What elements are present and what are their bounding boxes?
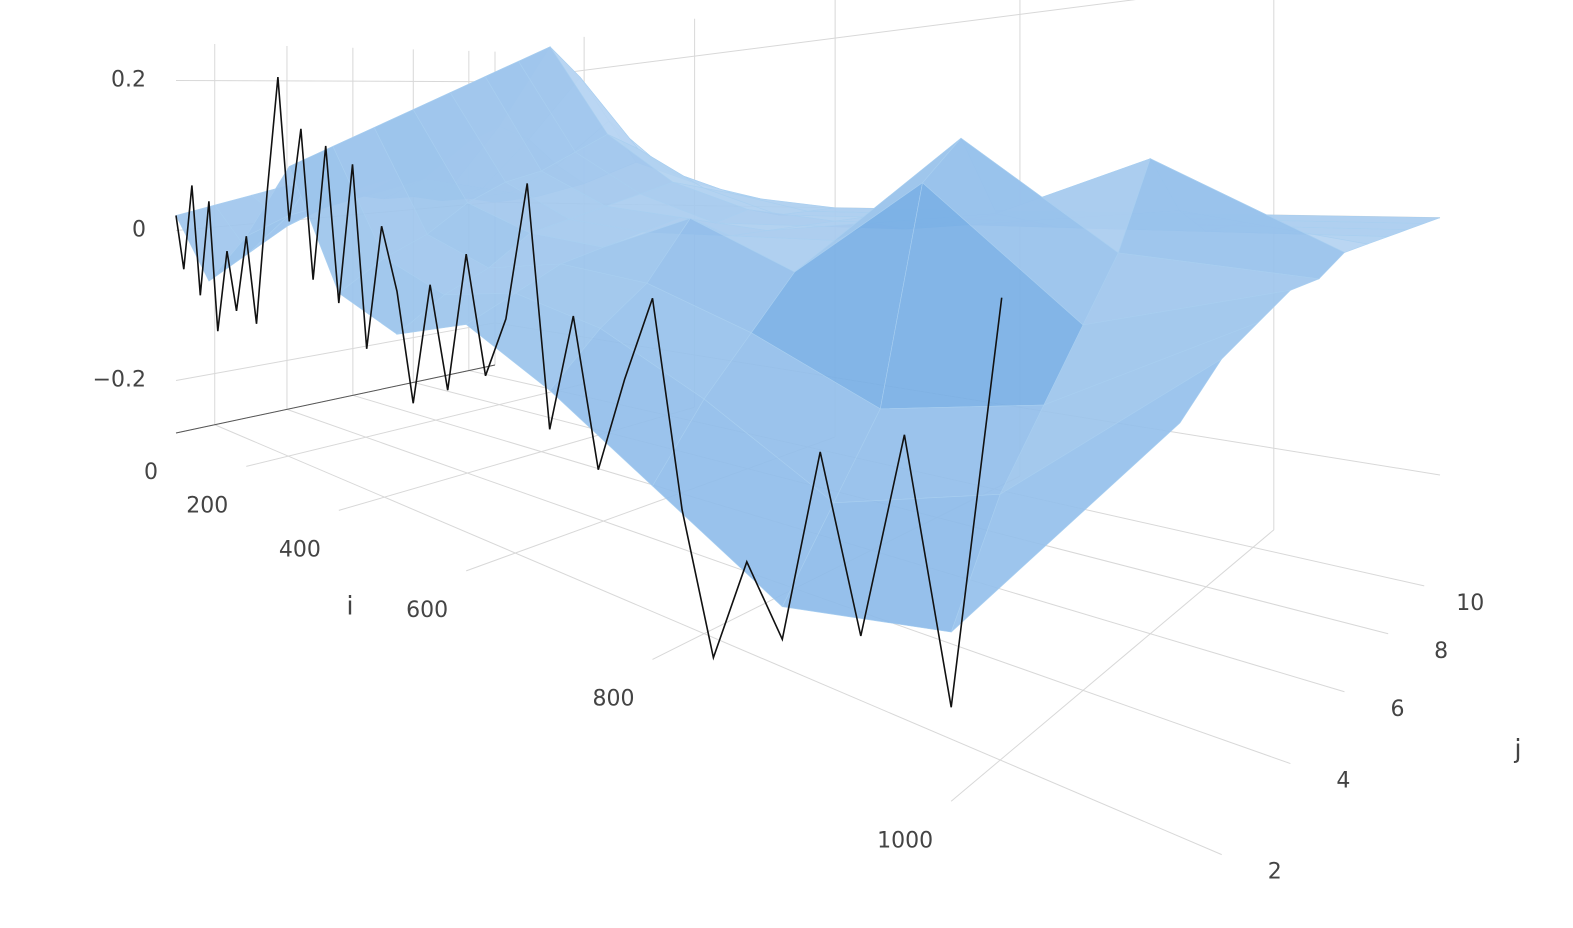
x-tick-label: 800 xyxy=(593,686,635,711)
y-tick-label: 2 xyxy=(1268,860,1282,885)
y-tick-label: 4 xyxy=(1336,769,1350,794)
x-tick-label: 600 xyxy=(406,598,448,623)
x-tick-label: 400 xyxy=(279,537,321,562)
x-axis-title: i xyxy=(346,592,353,622)
x-tick-label: 200 xyxy=(186,493,228,518)
y-axis-title: j xyxy=(1513,735,1521,765)
grid-line xyxy=(214,424,1222,856)
surface-patch xyxy=(950,358,1222,633)
grid-line xyxy=(950,529,1275,802)
x-tick-label: 1000 xyxy=(877,828,933,853)
grid-line xyxy=(175,80,496,83)
grid-line xyxy=(175,322,496,381)
grid-line xyxy=(246,383,585,467)
y-tick-label: 8 xyxy=(1434,639,1448,664)
data-line xyxy=(175,77,1003,708)
grid-line xyxy=(494,0,1136,83)
y-tick-label: 10 xyxy=(1456,591,1484,616)
y-tick-label: 6 xyxy=(1390,697,1404,722)
x-tick-label: 0 xyxy=(144,460,158,485)
axis-line xyxy=(175,364,496,434)
z-tick-label: 0 xyxy=(132,218,146,243)
z-tick-label: −0.2 xyxy=(93,368,146,393)
z-tick-label: 0.2 xyxy=(111,68,146,93)
